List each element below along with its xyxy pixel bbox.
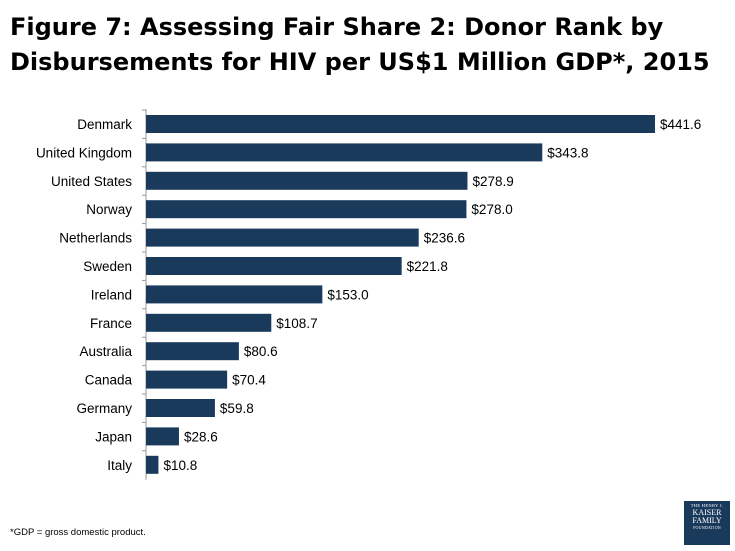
value-label: $70.4	[232, 373, 266, 388]
bar-italy	[146, 455, 159, 474]
footnote: *GDP = gross domestic product.	[10, 527, 146, 538]
kff-logo: THE HENRY J. KAISER FAMILY FOUNDATION	[684, 501, 730, 545]
logo-line-3: FAMILY	[692, 516, 722, 526]
value-label: $343.8	[547, 145, 588, 160]
category-label: Norway	[86, 202, 132, 217]
value-label: $59.8	[220, 401, 254, 416]
value-label: $441.6	[660, 117, 701, 132]
chart-title: Figure 7: Assessing Fair Share 2: Donor …	[10, 13, 710, 76]
bar-canada	[146, 370, 228, 389]
value-label: $153.0	[327, 287, 368, 302]
category-label: Ireland	[91, 287, 132, 302]
value-label: $278.9	[472, 174, 513, 189]
bar-united-states	[146, 171, 468, 190]
bar-chart: Denmark $441.6 United Kingdom $343.8 United …	[36, 109, 701, 480]
value-label: $10.8	[163, 458, 197, 473]
category-label: Japan	[95, 429, 132, 444]
bar-sweden	[146, 257, 402, 275]
category-label: Germany	[76, 401, 132, 416]
value-label: $278.0	[471, 202, 512, 217]
logo-line-1: THE HENRY J.	[690, 503, 724, 508]
logo-line-2: KAISER	[692, 507, 722, 517]
value-label: $108.7	[276, 316, 317, 331]
bar-netherlands	[146, 228, 419, 247]
value-label: $221.8	[407, 259, 448, 274]
value-label: $80.6	[244, 344, 278, 359]
category-label: Netherlands	[59, 231, 132, 246]
category-label: Italy	[107, 458, 132, 473]
bar-united-kingdom	[146, 143, 543, 162]
bar-denmark	[146, 115, 655, 133]
bar-norway	[146, 200, 467, 219]
logo-line-4: FOUNDATION	[693, 524, 721, 530]
category-label: Canada	[85, 373, 133, 388]
category-label: Denmark	[77, 117, 132, 132]
category-label: United Kingdom	[36, 145, 132, 160]
category-label: United States	[51, 174, 132, 189]
value-label: $236.6	[424, 231, 465, 246]
bar-ireland	[146, 285, 323, 304]
category-label: Sweden	[83, 259, 132, 274]
bar-germany	[146, 399, 215, 417]
bar-japan	[146, 427, 179, 446]
category-label: France	[90, 316, 132, 331]
category-label: Australia	[79, 344, 132, 359]
bar-france	[146, 313, 272, 332]
bar-australia	[146, 342, 239, 361]
value-label: $28.6	[184, 429, 218, 444]
